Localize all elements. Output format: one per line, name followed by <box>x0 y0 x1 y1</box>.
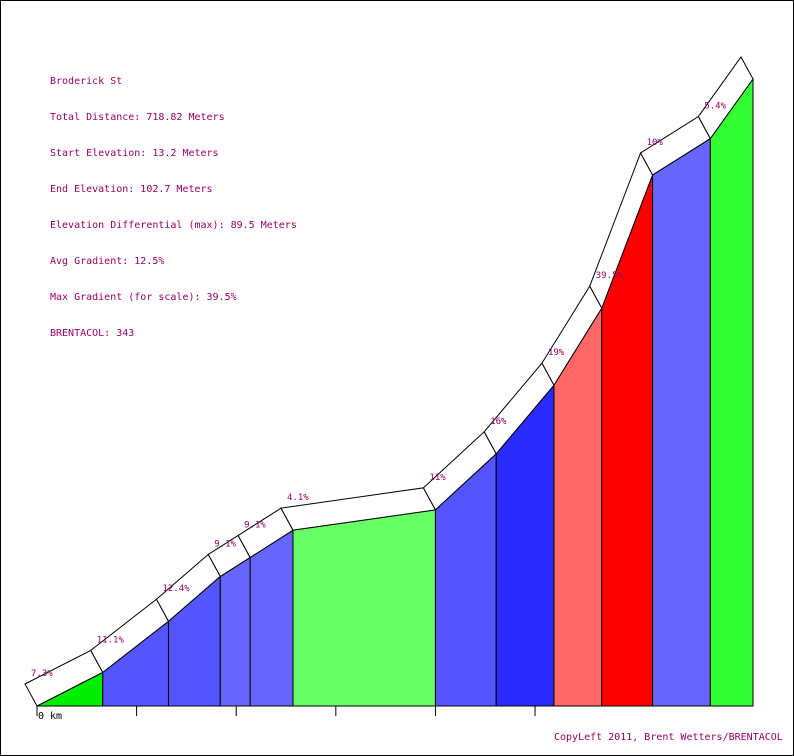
gradient-label: 10% <box>647 138 664 148</box>
gradient-label: 12.4% <box>162 584 190 594</box>
brentacol-score: BRENTACOL: 343 <box>50 328 135 339</box>
elevation-differential: Elevation Differential (max): 89.5 Meter… <box>50 220 297 231</box>
gradient-label: 5.4% <box>704 102 726 112</box>
gradient-label: 4.1% <box>287 493 309 503</box>
total-distance: Total Distance: 718.82 Meters <box>50 112 225 123</box>
gradient-label: 11.1% <box>97 635 125 645</box>
avg-gradient: Avg Gradient: 12.5% <box>50 256 165 267</box>
x-axis-start-label: 0 km <box>38 711 63 722</box>
end-elevation: End Elevation: 102.7 Meters <box>50 184 213 195</box>
gradient-label: 9.1% <box>244 520 266 530</box>
gradient-label: 11% <box>429 473 446 483</box>
gradient-label: 7.3% <box>31 669 53 679</box>
copyright-footer: CopyLeft 2011, Brent Wetters/BRENTACOL <box>554 732 783 743</box>
gradient-label: 16% <box>490 417 507 427</box>
stats-block: Broderick St Total Distance: 718.82 Mete… <box>50 52 297 364</box>
profile-band-segment <box>697 56 754 140</box>
gradient-label: 19% <box>548 348 565 358</box>
gradient-label: 9.1% <box>214 539 236 549</box>
start-elevation: Start Elevation: 13.2 Meters <box>50 148 219 159</box>
profile-segment <box>709 77 754 707</box>
profile-segment <box>652 137 711 707</box>
max-gradient: Max Gradient (for scale): 39.5% <box>50 292 237 303</box>
gradient-label: 39.5% <box>596 271 624 281</box>
profile-segment <box>219 556 251 707</box>
route-title: Broderick St <box>50 76 123 87</box>
profile-segment <box>249 529 294 707</box>
profile-segment <box>292 509 436 707</box>
